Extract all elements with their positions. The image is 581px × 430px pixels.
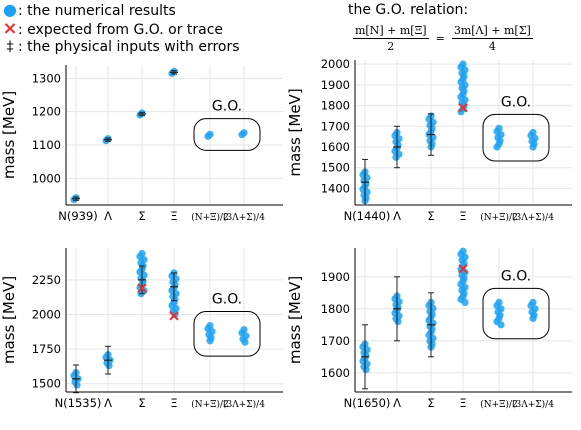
x-tick-label: Ξ	[170, 396, 177, 410]
y-tick-label: 1100	[32, 138, 61, 152]
x-tick-label: N(1650)	[344, 396, 391, 410]
y-axis-label: mass [MeV]	[286, 276, 304, 364]
y-tick-label: 1600	[321, 140, 350, 154]
x-tick-label: Ξ	[459, 396, 466, 410]
x-tick-label: (3Λ+Σ)/4	[223, 212, 265, 223]
result-point	[206, 337, 214, 345]
go-box	[193, 118, 261, 151]
y-tick-label: 1900	[321, 78, 350, 92]
panel-2: 1400 1500 1600 1700 1800 1900 2000 mass [MeV] N(…	[286, 57, 572, 223]
y-tick-label: 1500	[32, 377, 61, 391]
result-point	[362, 366, 370, 374]
y-tick-label: 1700	[321, 334, 350, 348]
x-tick-label: N(1535)	[55, 396, 102, 410]
x-tick-label: (3Λ+Σ)/4	[512, 399, 554, 410]
legend-item-physical: ‡: the physical inputs with errors	[2, 38, 240, 57]
dot-icon: ●	[3, 0, 17, 19]
y-tick-label: 2000	[321, 57, 350, 71]
expected-marker	[458, 102, 468, 113]
x-tick-label: Λ	[393, 396, 401, 410]
y-tick-label: 1800	[321, 302, 350, 316]
expected-marker	[169, 311, 179, 321]
y-tick-label: 1500	[321, 161, 350, 175]
legend-item-expected: ×: expected from G.O. or trace	[2, 18, 224, 39]
go-label: G.O.	[501, 94, 531, 110]
y-tick-label: 1750	[32, 342, 61, 356]
x-tick-label: (3Λ+Σ)/4	[512, 212, 554, 223]
relation-rhs-numerator: 3m[Λ] + m[Σ]	[451, 24, 533, 39]
y-tick-label: 1600	[321, 366, 350, 380]
result-point	[457, 108, 465, 116]
x-tick-label: Ξ	[459, 209, 466, 223]
errorbar-icon: ‡	[6, 39, 14, 55]
go-label: G.O.	[212, 292, 242, 308]
result-point	[204, 132, 212, 140]
result-point	[497, 321, 505, 329]
go-label: G.O.	[501, 268, 531, 284]
legend-label-expected: expected from G.O. or trace	[27, 22, 224, 38]
y-tick-label: 2000	[32, 307, 61, 321]
relation-rhs-denominator: 4	[488, 40, 496, 53]
y-axis-label: mass [MeV]	[286, 88, 304, 176]
y-axis-label: mass [MeV]	[0, 276, 18, 364]
relation-lhs: m[N] + m[Ξ] 2	[353, 24, 429, 53]
result-point	[529, 143, 537, 151]
x-tick-label: Σ	[427, 396, 434, 410]
panel-4: 1600 1700 1800 1900 mass [MeV] N(1650) Λ Σ Ξ (N+Ξ…	[286, 247, 572, 410]
expected-marker	[458, 264, 468, 274]
y-tick-label: 1000	[32, 171, 61, 185]
x-tick-label: (3Λ+Σ)/4	[223, 399, 265, 410]
x-tick-label: N(939)	[58, 209, 98, 223]
y-tick-label: 1200	[32, 105, 61, 119]
x-tick-label: N(1440)	[344, 209, 391, 223]
x-tick-label: (N+Ξ)/2	[480, 399, 518, 410]
result-point	[394, 318, 402, 326]
relation-lhs-numerator: m[N] + m[Ξ]	[353, 24, 429, 39]
relation-equation: m[N] + m[Ξ] 2 = 3m[Λ] + m[Σ] 4	[351, 24, 535, 53]
result-point	[238, 131, 246, 139]
y-tick-label: 1400	[321, 181, 350, 195]
y-tick-label: 1900	[321, 270, 350, 284]
result-point	[392, 153, 400, 161]
result-point	[493, 143, 501, 151]
x-tick-label: Λ	[104, 396, 112, 410]
x-tick-label: (N+Ξ)/2	[191, 399, 229, 410]
legend-label-physical: the physical inputs with errors	[27, 39, 240, 55]
go-box	[482, 113, 550, 162]
x-tick-label: Σ	[427, 209, 434, 223]
result-point	[241, 338, 249, 346]
expected-marker	[137, 283, 147, 293]
result-point	[529, 314, 537, 322]
x-tick-label: Λ	[393, 209, 401, 223]
y-tick-label: 1300	[32, 71, 61, 85]
panel-1: 1000 1100 1200 1300 mass [MeV] N(939) Λ Σ Ξ (N+Ξ)…	[0, 65, 283, 223]
y-tick-label: 2250	[32, 273, 61, 287]
x-tick-label: (N+Ξ)/2	[480, 212, 518, 223]
x-tick-label: (N+Ξ)/2	[191, 212, 229, 223]
x-tick-label: Σ	[138, 209, 145, 223]
panel-3: 1500 1750 2000 2250 mass [MeV] N(1535) Λ Σ Ξ (N+Ξ…	[0, 248, 283, 410]
x-tick-label: Σ	[138, 396, 145, 410]
result-point	[105, 362, 113, 370]
result-point	[73, 381, 81, 389]
x-tick-label: Λ	[104, 209, 112, 223]
go-box	[482, 287, 550, 340]
legend-label-results: the numerical results	[27, 3, 176, 19]
relation-title: the G.O. relation:	[348, 2, 469, 18]
x-tick-label: Ξ	[170, 209, 177, 223]
relation-rhs: 3m[Λ] + m[Σ] 4	[451, 24, 533, 53]
relation-lhs-denominator: 2	[387, 40, 395, 53]
y-tick-label: 1700	[321, 119, 350, 133]
legend-item-results: ●: the numerical results	[3, 0, 176, 19]
go-box	[193, 311, 261, 357]
y-axis-label: mass [MeV]	[0, 91, 18, 179]
result-point	[461, 298, 469, 306]
y-tick-label: 1800	[321, 99, 350, 113]
legend: ●: the numerical results ×: expected fro…	[2, 0, 240, 57]
relation-equals: =	[435, 32, 445, 45]
go-label: G.O.	[212, 99, 242, 115]
cross-icon: ×	[2, 18, 18, 39]
